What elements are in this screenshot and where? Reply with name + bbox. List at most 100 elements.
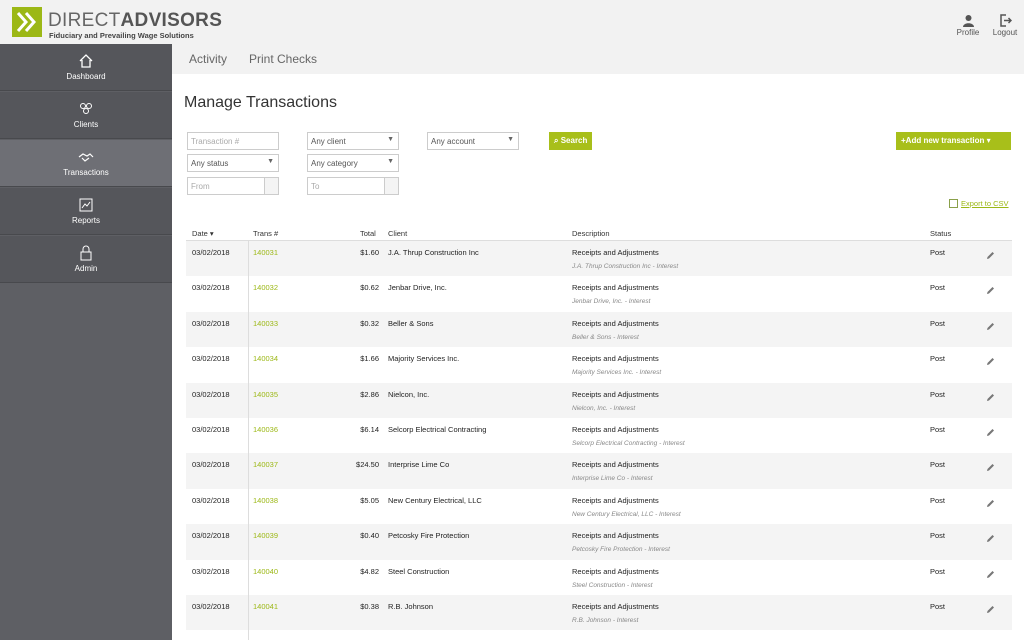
chevron-down-icon: ▾ <box>984 136 991 145</box>
edit-pencil-icon[interactable] <box>986 282 995 300</box>
row-trans-link[interactable]: 140040 <box>253 566 279 576</box>
tab-print-checks[interactable]: Print Checks <box>249 52 318 66</box>
row-status: Post <box>930 389 946 399</box>
from-date-input[interactable]: From <box>187 177 279 195</box>
row-total: $1.60 <box>360 248 379 257</box>
sidebar-item-label: Transactions <box>63 168 109 177</box>
edit-pencil-icon[interactable] <box>986 495 995 513</box>
table-row[interactable]: 03/02/2018 140034 $1.66 Majority Services I… <box>186 347 1012 382</box>
logout-button[interactable]: Logout <box>988 14 1022 37</box>
calendar-icon[interactable] <box>264 178 278 194</box>
row-sub-description: Beller & Sons - Interest <box>572 333 639 341</box>
profile-button[interactable]: Profile <box>951 14 985 37</box>
row-status: Post <box>930 354 946 364</box>
profile-label: Profile <box>956 28 980 37</box>
row-trans-link[interactable]: 140033 <box>253 318 279 328</box>
row-trans-link[interactable]: 140036 <box>253 425 279 434</box>
transaction-number-input[interactable]: Transaction # <box>187 132 279 150</box>
row-status: Post <box>930 566 946 576</box>
to-date-input[interactable]: To <box>307 177 399 195</box>
table-row[interactable]: 03/02/2018 140038 $5.05 New Century Electri… <box>186 489 1012 524</box>
spreadsheet-icon <box>949 199 958 208</box>
row-description: Receipts and Adjustments <box>572 354 659 364</box>
brand-bold: ADVISORS <box>120 10 223 31</box>
status-select[interactable]: Any status ▼ <box>187 154 279 172</box>
export-csv-link[interactable]: Export to CSV <box>961 199 1009 208</box>
column-divider <box>248 241 249 640</box>
row-trans-link[interactable]: 140032 <box>253 283 279 293</box>
row-status: Post <box>930 425 946 434</box>
row-date: 03/02/2018 <box>192 248 230 257</box>
app-header: DIRECTADVISORS Fiduciary and Prevailing … <box>0 0 1024 44</box>
row-trans-link[interactable]: 140039 <box>253 531 279 541</box>
table-row[interactable]: 03/02/2018 140039 $0.40 Petcosky Fire Prote… <box>186 524 1012 560</box>
edit-pencil-icon[interactable] <box>986 424 995 442</box>
row-sub-description: Selcorp Electrical Contracting - Interes… <box>572 440 685 447</box>
edit-pencil-icon[interactable] <box>986 389 995 407</box>
row-client: J.A. Thrup Construction Inc <box>388 248 479 257</box>
sidebar-item-clients[interactable]: Clients <box>0 92 172 139</box>
row-trans-link[interactable]: 140034 <box>253 354 279 364</box>
account-select-value: Any account <box>431 137 476 146</box>
row-description: Receipts and Adjustments <box>572 531 659 541</box>
table-row[interactable]: 03/02/2018 140036 $6.14 Selcorp Electrical … <box>186 418 1012 453</box>
category-select[interactable]: Any category ▼ <box>307 154 399 172</box>
sidebar-item-dashboard[interactable]: Dashboard <box>0 44 172 91</box>
edit-pencil-icon[interactable] <box>986 353 995 371</box>
chevron-down-icon: ▼ <box>267 158 274 165</box>
edit-pencil-icon[interactable] <box>986 601 995 619</box>
row-trans-link[interactable]: 140041 <box>253 602 279 611</box>
client-select[interactable]: Any client ▼ <box>307 132 399 150</box>
edit-pencil-icon[interactable] <box>986 459 995 477</box>
row-status: Post <box>930 495 946 505</box>
add-transaction-label: +Add new transaction <box>901 136 985 145</box>
row-client: Steel Construction <box>388 566 450 576</box>
sidebar-item-label: Admin <box>74 264 98 273</box>
row-trans-link[interactable]: 140037 <box>253 460 279 470</box>
row-trans-link[interactable]: 140031 <box>253 248 279 257</box>
row-date: 03/02/2018 <box>192 354 230 364</box>
table-row[interactable]: 03/02/2018 140032 $0.62 Jenbar Drive, Inc. R… <box>186 276 1012 311</box>
brand-light: DIRECT <box>48 10 121 31</box>
edit-pencil-icon[interactable] <box>986 530 995 548</box>
row-sub-description: Steel Construction - Interest <box>572 581 653 589</box>
row-description: Receipts and Adjustments <box>572 318 659 328</box>
edit-pencil-icon[interactable] <box>986 566 995 584</box>
calendar-icon[interactable] <box>384 178 398 194</box>
sidebar-item-transactions[interactable]: Transactions <box>0 140 172 187</box>
row-sub-description: J.A. Thrup Construction Inc - Interest <box>572 263 679 270</box>
sidebar-item-reports[interactable]: Reports <box>0 188 172 235</box>
edit-pencil-icon[interactable] <box>986 247 995 265</box>
table-row[interactable]: 03/02/2018 140040 $4.82 Steel Construction R… <box>186 560 1012 595</box>
from-date-placeholder: From <box>191 182 210 191</box>
row-status: Post <box>930 531 946 541</box>
column-date[interactable]: Date ▾ <box>192 229 214 238</box>
table-row[interactable]: 03/02/2018 140037 $24.50 Interprise Lime Co… <box>186 453 1012 489</box>
row-sub-description: Jenbar Drive, Inc. - Interest <box>572 298 651 306</box>
row-date: 03/02/2018 <box>192 283 230 293</box>
row-trans-link[interactable]: 140035 <box>253 389 279 399</box>
table-row[interactable]: 03/02/2018 140031 $1.60 J.A. Thrup Construc… <box>186 241 1012 277</box>
account-select[interactable]: Any account ▼ <box>427 132 519 150</box>
row-client: New Century Electrical, LLC <box>388 495 482 505</box>
table-row[interactable]: 03/02/2018 140035 $2.86 Nielcon, Inc. Receip… <box>186 382 1012 418</box>
row-date: 03/02/2018 <box>192 389 230 399</box>
column-trans: Trans # <box>253 229 279 238</box>
row-date: 03/02/2018 <box>192 460 230 470</box>
row-client: Majority Services Inc. <box>388 354 460 364</box>
row-description: Receipts and Adjustments <box>572 389 659 399</box>
table-row[interactable]: 03/02/2018 140041 $0.38 R.B. Johnson Receipt… <box>186 595 1012 631</box>
row-trans-link[interactable]: 140038 <box>253 495 279 505</box>
add-transaction-button[interactable]: +Add new transaction ▾ <box>896 132 1011 150</box>
row-description: Receipts and Adjustments <box>572 495 659 505</box>
row-client: Nielcon, Inc. <box>388 389 430 399</box>
table-row[interactable]: 03/02/2018 140033 $0.32 Beller & Sons Receip… <box>186 311 1012 348</box>
tab-activity[interactable]: Activity <box>189 52 228 66</box>
sidebar-item-admin[interactable]: Admin <box>0 236 172 283</box>
chevron-down-icon: ▼ <box>507 136 514 143</box>
row-total: $2.86 <box>360 389 379 399</box>
search-button[interactable]: ⌕ Search <box>549 132 593 150</box>
row-description: Receipts and Adjustments <box>572 566 659 576</box>
row-date: 03/02/2018 <box>192 495 230 505</box>
edit-pencil-icon[interactable] <box>986 318 995 336</box>
